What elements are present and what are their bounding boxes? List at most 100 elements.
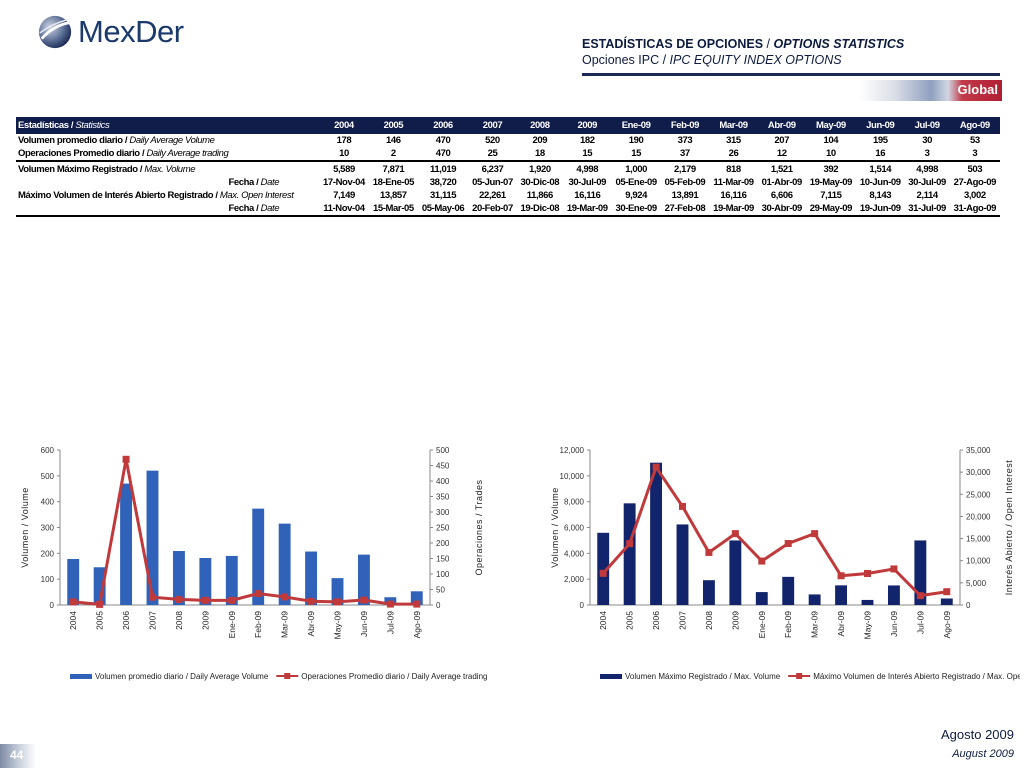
global-label: Global [957,82,998,97]
table-cell: 27-Ago-09 [953,177,997,188]
table-cell: 15 [582,148,593,159]
line-point [890,565,898,573]
table-cell: 16,116 [720,190,747,201]
table-cell: 18 [534,148,545,159]
bar [252,508,265,605]
col-header: 2004 [319,117,369,134]
line-point [626,540,634,548]
y2-tick-label: 300 [436,508,450,517]
line-point [281,593,289,601]
x-tick-label: 2005 [625,611,635,630]
chart-daily-volume: 0 100 200 300 400 500 600 0 50 100 150 200 250 300 350… [20,446,487,681]
line-point [96,600,104,608]
table-cell: 7,149 [333,190,355,201]
row-label: Operaciones Promedio diario / Daily Aver… [18,148,229,159]
y-tick-label: 200 [41,549,55,558]
line-point [122,455,130,463]
y-axis-title: Volumen / Volume [550,487,560,568]
table-cell: 178 [336,135,352,146]
bar [702,580,715,605]
x-tick-label: 2004 [68,611,78,630]
x-tick-label: Jun-09 [889,611,899,637]
globe-logo-icon [38,15,72,49]
table-cell: 7,871 [368,160,418,176]
y2-axis-title: Operaciones / Trades [474,479,484,575]
y-tick-label: 4,000 [564,549,585,558]
line-point [386,600,394,608]
col-header: 2006 [417,117,469,134]
table-cell: 182 [579,135,595,146]
x-tick-label: Abr-09 [836,611,846,637]
table-cell: 9,924 [625,190,647,201]
col-header: Mar-09 [709,117,758,134]
col-header: Ago-09 [949,117,1000,134]
line-point [69,598,77,606]
row-label: Fecha / Date [16,202,320,217]
line-point [334,598,341,606]
table-cell: 11-Nov-04 [319,202,369,217]
legend-bar-swatch [70,674,92,679]
bar [357,554,370,605]
page-header: ESTADÍSTICAS DE OPCIONES / OPTIONS STATI… [582,36,904,68]
bar [623,503,636,605]
y-tick-label: 0 [50,601,55,610]
bar [808,594,821,605]
y2-tick-label: 35,000 [966,446,991,455]
table-cell: 104 [823,135,839,146]
table-cell: 27-Feb-08 [660,202,710,217]
page-number: 44 [0,744,36,768]
bar [305,551,318,605]
x-tick-label: 2008 [704,611,714,630]
y-axis-title: Volumen / Volume [20,487,30,568]
legend-line-marker [796,673,803,679]
line-point [201,596,209,604]
bar [650,462,663,605]
col-header: Ene-09 [611,117,661,134]
line-point [307,597,315,605]
y-tick-label: 400 [41,498,55,507]
y-tick-label: 10,000 [560,472,585,481]
bar [410,591,423,605]
table-cell: 11,019 [417,160,469,176]
row-label: Volumen promedio diario / Daily Average … [18,135,215,146]
header-rule [582,73,1000,76]
line-point [149,593,156,601]
bar [887,585,900,605]
x-tick-label: May-09 [333,611,343,640]
table-cell: 1,000 [611,160,661,176]
bar [331,578,344,605]
y-tick-label: 8,000 [564,498,585,507]
table-cell: 30 [922,135,932,146]
table-cell: 11-Mar-09 [713,177,754,188]
y2-tick-label: 100 [436,570,450,579]
table-cell: 1,514 [856,160,905,176]
bar [676,524,689,605]
table-cell: 503 [949,160,1000,176]
x-tick-label: Jul-09 [385,611,395,634]
table-cell: 19-May-09 [809,177,853,188]
table-cell: 53 [969,135,980,146]
y2-tick-label: 30,000 [966,468,991,477]
page-title: ESTADÍSTICAS DE OPCIONES / OPTIONS STATI… [582,37,905,51]
table-cell: 190 [628,135,644,146]
table-cell: 19-Mar-09 [563,202,612,217]
table-cell: 30-Jul-09 [568,177,607,188]
table-cell: 25 [487,148,498,159]
table-cell: 05-Jun-07 [472,177,513,188]
footer-date-es: Agosto 2009 [940,727,1014,742]
x-tick-label: 2009 [730,611,740,630]
table-cell: 146 [386,135,401,146]
table-cell: 13,891 [671,190,699,201]
table-row: Operaciones Promedio diario / Daily Aver… [16,147,1000,161]
line-point [731,530,739,538]
y-tick-label: 300 [41,524,55,533]
x-tick-label: Ago-09 [942,611,952,639]
table-row: Fecha / Date 11-Nov-04 15-Mar-05 05-May-06 2… [16,202,1000,217]
table-cell: 10 [339,148,349,159]
table-cell: 38,720 [429,177,457,188]
table-cell: 11,866 [526,190,554,201]
table-cell: 19-Dic-08 [516,202,563,217]
table-cell: 05-Ene-09 [615,177,657,188]
table-cell: 37 [680,148,690,159]
y-tick-label: 0 [580,601,585,610]
